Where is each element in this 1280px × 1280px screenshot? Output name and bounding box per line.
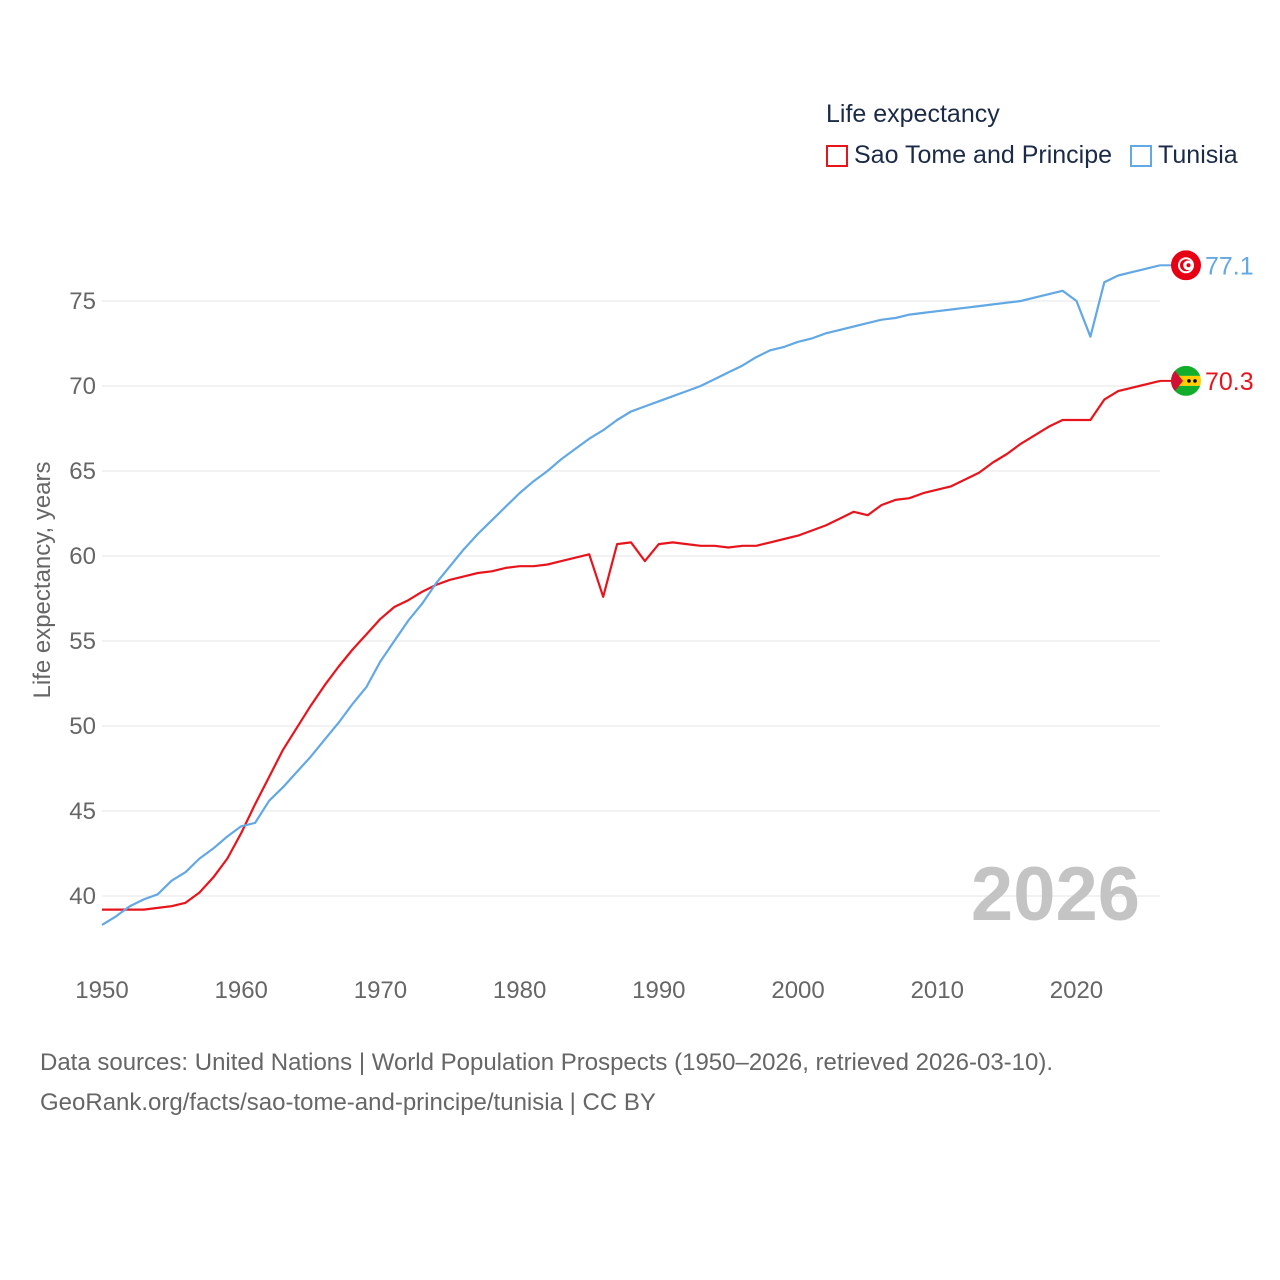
series-lines (101, 264, 1161, 926)
x-tick-label: 2020 (1050, 977, 1103, 1004)
y-tick-label: 55 (69, 628, 96, 655)
data-sources: Data sources: United Nations | World Pop… (40, 1043, 1053, 1123)
x-tick-label: 1950 (75, 977, 128, 1004)
x-tick-label: 1990 (632, 977, 685, 1004)
x-tick-label: 2000 (771, 977, 824, 1004)
series-end-labels: 70.3 77.1 (1160, 250, 1254, 396)
y-tick-label: 45 (69, 798, 96, 825)
sources-line-2[interactable]: GeoRank.org/facts/sao-tome-and-principe/… (40, 1089, 656, 1116)
legend-title: Life expectancy (826, 100, 1000, 128)
year-display: 2026 (971, 852, 1140, 937)
legend: Sao Tome and Principe Tunisia (826, 141, 1238, 170)
x-tick-label: 1960 (215, 977, 268, 1004)
x-axis-ticks: 1950 1960 1970 1980 1990 2000 2010 2020 (75, 977, 1103, 1004)
y-axis-ticks: 40 45 50 55 60 65 70 75 (69, 288, 96, 910)
end-value-label: 70.3 (1205, 368, 1254, 396)
x-tick-label: 1970 (354, 977, 407, 1004)
sources-line-1: Data sources: United Nations | World Pop… (40, 1049, 1054, 1076)
y-tick-label: 50 (69, 713, 96, 740)
legend-swatch-sao-tome (826, 144, 848, 167)
legend-label-tunisia: Tunisia (1158, 141, 1238, 169)
legend-swatch-tunisia (1130, 144, 1153, 167)
y-tick-label: 75 (69, 288, 96, 315)
y-tick-label: 65 (69, 458, 96, 485)
tunisia-flag-icon (1171, 250, 1201, 281)
y-tick-label: 70 (69, 373, 96, 400)
legend-item-tunisia[interactable]: Tunisia (1130, 141, 1238, 170)
legend-item-sao-tome[interactable]: Sao Tome and Principe (826, 141, 1112, 170)
grid-lines (102, 300, 1160, 897)
x-tick-label: 1980 (493, 977, 546, 1004)
y-tick-label: 40 (69, 883, 96, 910)
sao-tome-and-principe-flag-icon (1171, 365, 1201, 396)
y-tick-label: 60 (69, 543, 96, 570)
y-axis-title: Life expectancy, years (29, 461, 56, 698)
series-line-sao-tome[interactable] (102, 379, 1161, 911)
series-line-tunisia[interactable] (101, 264, 1161, 926)
legend-label-sao-tome: Sao Tome and Principe (854, 141, 1113, 169)
end-value-label: 77.1 (1205, 252, 1254, 280)
x-tick-label: 2010 (911, 977, 964, 1004)
